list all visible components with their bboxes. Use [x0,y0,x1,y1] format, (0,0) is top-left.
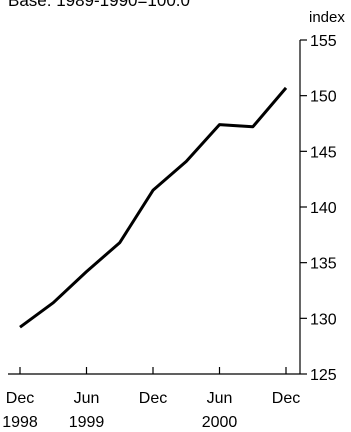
x-tick-label: Dec [6,390,34,407]
series-line [19,86,288,329]
chart-subtitle: Base: 1989-1990=100.0 [8,0,190,10]
y-tick-labels: 125 130 135 140 145 150 155 [300,33,337,384]
x-tick-label-year: 2000 [202,414,238,431]
y-axis-label: index [309,9,345,26]
series-layer [19,86,288,329]
x-tick-labels: Dec 1998 Jun 1999 Dec Jun 2000 Dec [2,367,300,431]
y-tick-label: 150 [310,89,337,106]
axes [8,40,301,375]
y-tick-label: 135 [310,256,337,273]
y-tick-label: 155 [310,33,337,50]
x-tick-label-year: 1998 [2,414,38,431]
x-tick-label-year: 1999 [69,414,105,431]
x-tick-label: Jun [207,390,233,407]
x-tick-label: Jun [74,390,100,407]
y-tick-label: 125 [310,367,337,384]
y-tick-label: 140 [310,200,337,217]
y-tick-label: 130 [310,311,337,328]
x-tick-label: Dec [272,390,300,407]
y-tick-label: 145 [310,144,337,161]
x-tick-label: Dec [139,390,167,407]
